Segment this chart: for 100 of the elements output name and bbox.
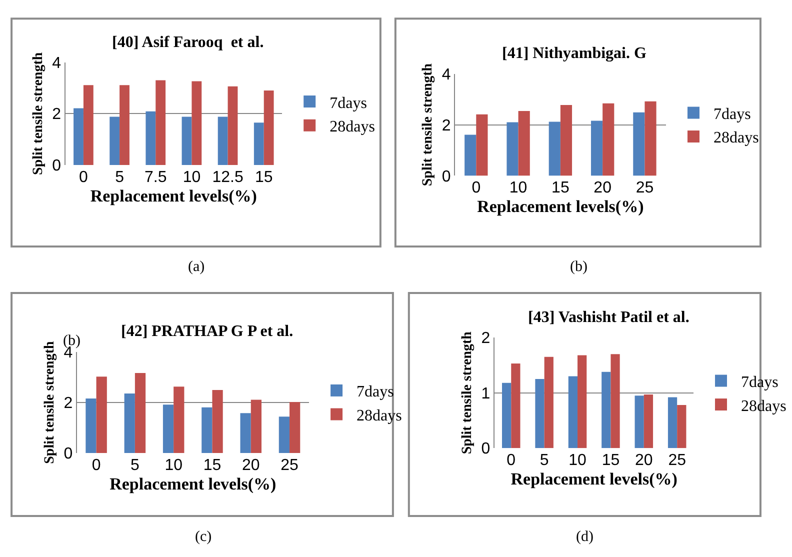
x-tick-label: 20 [635, 452, 653, 470]
text: (a) [188, 259, 205, 275]
x-tick-label: 25 [668, 452, 686, 470]
x-tick-label: 15 [203, 456, 222, 474]
chart-title: [42] PRATHAP G P et al. [121, 323, 294, 340]
x-tick-label: 20 [594, 180, 612, 197]
bar [174, 386, 184, 453]
y-tick-label: 4 [442, 66, 451, 84]
text: (b) [570, 259, 588, 275]
x-tick-label: 15 [552, 180, 570, 197]
x-tick-label: 0 [92, 456, 101, 474]
y-tick-label: 4 [52, 54, 62, 72]
bar [568, 376, 578, 448]
bar [162, 404, 174, 453]
text: (c) [195, 529, 212, 545]
bar [476, 114, 488, 176]
x-tick-label: 10 [164, 456, 183, 474]
x-tick-label: 10 [509, 180, 528, 197]
bar [518, 111, 530, 176]
bar [96, 376, 107, 453]
legend-label: 7days [741, 374, 778, 391]
bar [182, 116, 192, 166]
bar [110, 116, 120, 166]
x-axis-title: Replacement levels(%) [110, 474, 276, 494]
bar [86, 398, 96, 453]
bar [250, 400, 262, 453]
bar [544, 356, 554, 448]
bar [511, 364, 520, 448]
bar [120, 85, 130, 166]
legend-label: 28days [356, 407, 402, 424]
bar [278, 416, 290, 453]
bar [548, 122, 560, 176]
bar [202, 407, 212, 453]
x-tick-label: 5 [540, 452, 549, 470]
bar [83, 85, 94, 166]
bar [156, 80, 166, 166]
x-tick-label: 0 [506, 452, 516, 470]
legend-label: 28days [330, 118, 375, 136]
x-tick-label: 7.5 [144, 169, 167, 186]
x-tick-label: 5 [115, 169, 124, 186]
bar [464, 134, 476, 176]
legend-label: 7days [713, 106, 751, 123]
x-tick-label: 10 [182, 169, 201, 186]
bar [146, 111, 156, 166]
bar [610, 354, 620, 448]
x-tick-label: 15 [602, 452, 620, 470]
y-tick-label: 2 [64, 395, 73, 412]
y-tick-label: 2 [442, 117, 451, 134]
bar [644, 394, 654, 448]
bar [264, 90, 274, 166]
x-tick-label: 25 [280, 456, 299, 474]
chart-title: [43] Vashisht Patil et al. [528, 309, 690, 326]
x-axis-title: Replacement levels(%) [510, 470, 678, 489]
bar [212, 390, 223, 453]
y-axis-title: Split tensile strength [42, 341, 58, 464]
y-tick-label: 2 [481, 330, 490, 348]
x-axis-title: Replacement levels(%) [90, 186, 257, 206]
x-tick-label: 10 [568, 452, 587, 470]
y-axis-title: Split tensile strength [460, 331, 475, 454]
chart-title: [41] Nithyambigai. G [502, 45, 647, 62]
bar [218, 116, 228, 166]
x-tick-label: 15 [254, 169, 273, 186]
bar [502, 382, 512, 448]
y-tick-label: 1 [481, 385, 490, 402]
x-tick-label: 0 [79, 169, 88, 186]
bar [633, 112, 645, 176]
bar [560, 104, 572, 176]
bar [578, 355, 587, 448]
bar [74, 108, 84, 166]
bar [192, 81, 202, 166]
bar [677, 405, 686, 448]
bar [228, 86, 238, 166]
y-axis-title: Split tensile strength [420, 63, 436, 186]
y-axis-title: Split tensile strength [30, 52, 46, 175]
y-tick-label: 2 [52, 106, 62, 124]
x-tick-label: 25 [636, 180, 654, 197]
text: (b) [63, 333, 80, 349]
bar [535, 379, 544, 448]
y-tick-label: 0 [481, 440, 490, 458]
bar [590, 120, 603, 176]
x-tick-label: 20 [242, 456, 260, 474]
bar [634, 396, 644, 448]
x-tick-label: 5 [130, 456, 140, 474]
bar [124, 393, 135, 453]
x-tick-label: 12.5 [212, 169, 244, 186]
legend-label: 7days [356, 384, 394, 401]
y-tick-label: 0 [52, 158, 62, 175]
legend-label: 28days [741, 398, 786, 415]
text: (d) [576, 529, 594, 545]
legend-label: 28days [713, 130, 759, 147]
x-axis-title: Replacement levels(%) [477, 197, 644, 216]
bar [668, 397, 678, 448]
bar [602, 372, 611, 448]
bar [254, 122, 264, 166]
bar [644, 101, 656, 176]
bar [240, 413, 251, 453]
chart-title: [40] Asif Farooq et al. [112, 34, 264, 51]
bar [290, 402, 300, 453]
bar [506, 122, 518, 176]
bar [602, 103, 614, 176]
